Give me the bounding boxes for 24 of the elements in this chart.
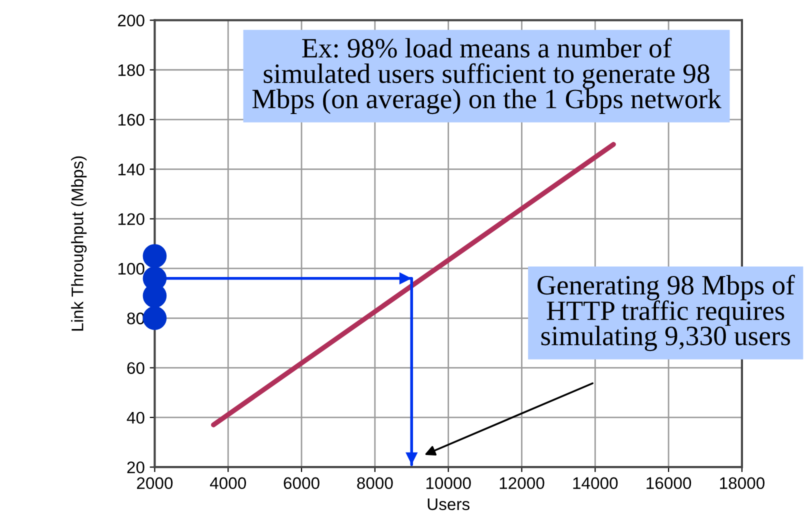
- y-tick-label: 200: [118, 14, 144, 26]
- annotation: Generating 98 Mbps of HTTP traffic requires simulating 9,330 users: [538, 274, 795, 352]
- y-tick-label: 140: [118, 164, 144, 176]
- y-tick-label: 60: [127, 362, 144, 374]
- y-tick-label: 120: [118, 213, 144, 226]
- x-tick-label: 18000: [720, 477, 764, 490]
- x-tick-label: 10000: [426, 477, 471, 490]
- y-tick-label: 40: [126, 412, 144, 424]
- annotation: Ex: 98% load means a number of simulated users sufficient to generate 98 Mbps (on average) on the 1 Gbps network: [252, 38, 722, 114]
- x-tick-label: 2000: [137, 477, 173, 490]
- x-axis-title: Users: [428, 498, 470, 510]
- y-tick-label: 160: [118, 114, 144, 126]
- y-tick-label: 20: [127, 461, 144, 474]
- x-tick-label: 14000: [573, 477, 618, 490]
- x-tick-label: 8000: [357, 477, 393, 490]
- x-tick-label: 6000: [284, 477, 320, 490]
- x-tick-label: 4000: [210, 477, 246, 490]
- y-tick-label: 100: [118, 262, 144, 275]
- y-tick-label: 180: [118, 64, 144, 76]
- x-tick-label: 16000: [646, 477, 692, 490]
- point: [142, 244, 167, 268]
- point: [142, 306, 167, 330]
- x-tick-label: 12000: [500, 477, 544, 490]
- y-axis-title: Link Throughput (Mbps): [71, 156, 87, 331]
